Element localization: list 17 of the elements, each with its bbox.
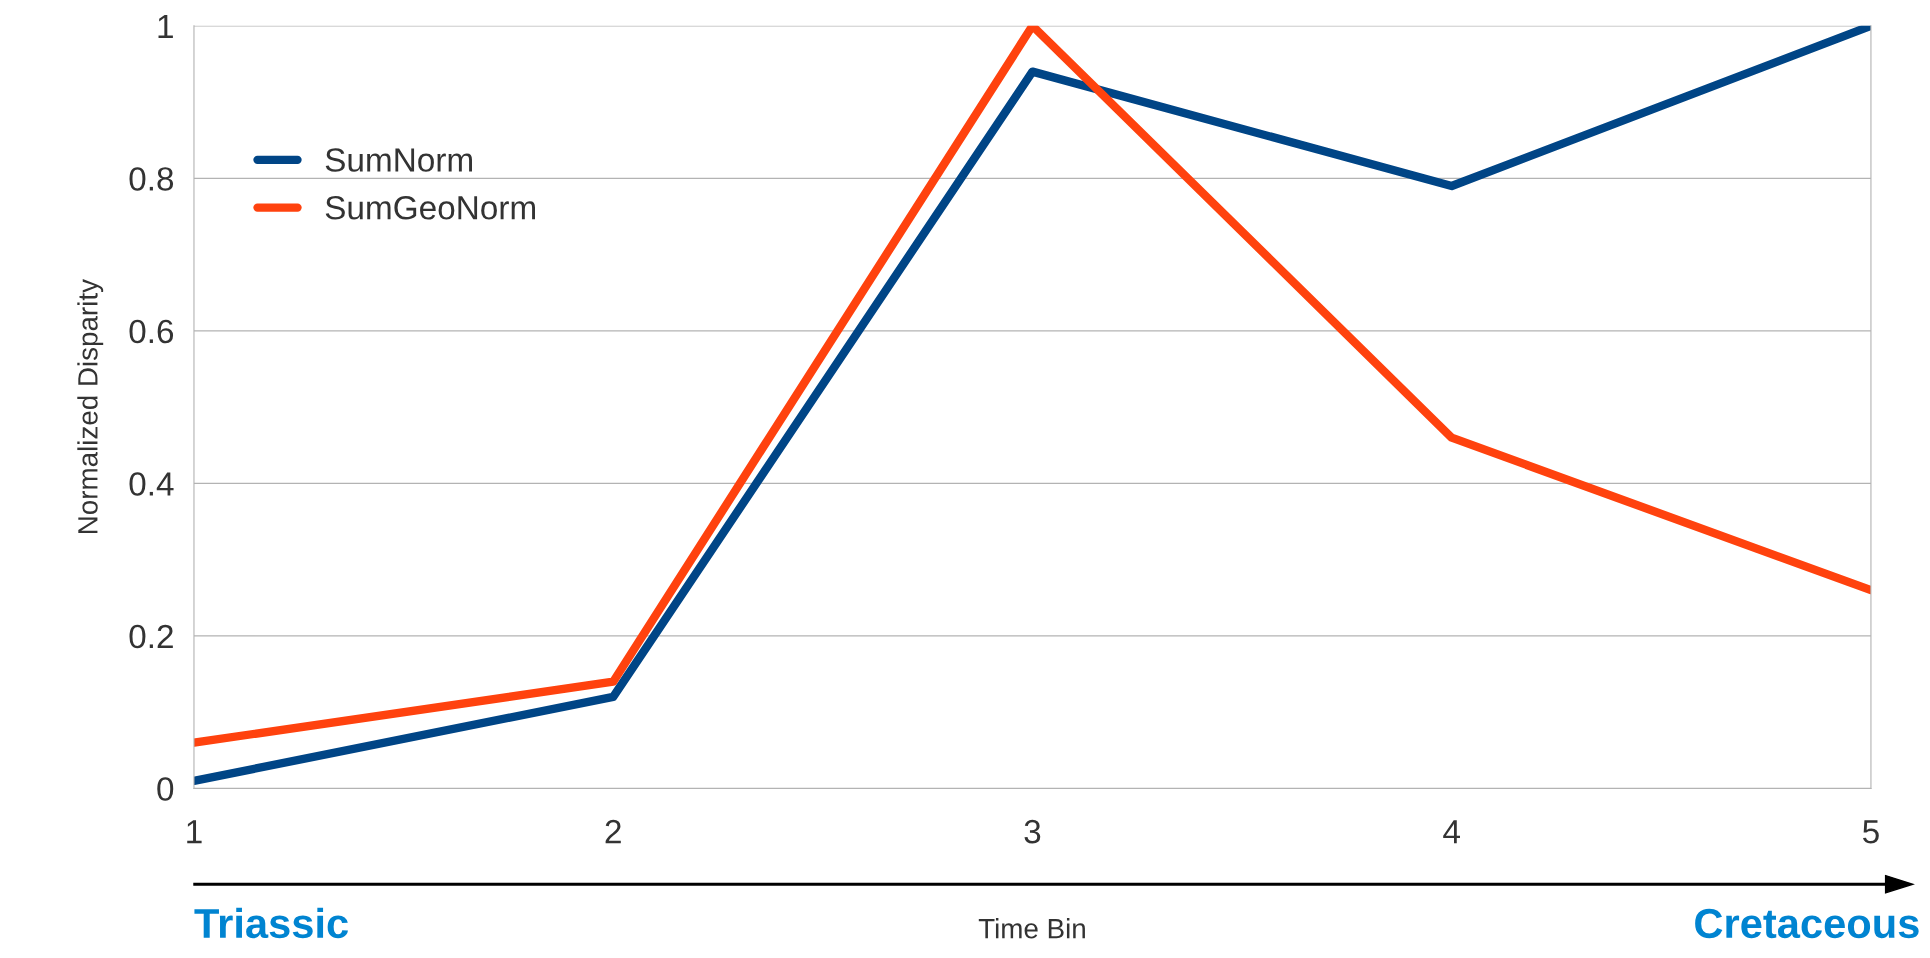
x-tick-label: 3: [1024, 819, 1041, 844]
x-axis-title: Time Bin: [978, 918, 1085, 939]
x-tick-label: 5: [1863, 820, 1879, 844]
x-tick-label: 2: [605, 819, 621, 844]
legend-label: SumGeoNorm: [325, 195, 535, 220]
x-tick-label: 4: [1443, 820, 1460, 844]
text: Triassic: [194, 907, 348, 939]
y-tick-label: 0.4: [129, 472, 174, 496]
y-tick-label: 1: [158, 15, 173, 38]
y-axis-title: Normalized Disparity: [77, 279, 104, 533]
x-tick-label: 1: [187, 820, 202, 844]
text: Cretaceous: [1695, 908, 1919, 939]
y-tick-label: 0.2: [129, 624, 173, 649]
y-tick-label: 0: [157, 777, 174, 801]
y-tick-label: 0.8: [129, 167, 174, 191]
legend-label: SumNorm: [325, 148, 472, 172]
y-tick-label: 0.6: [129, 319, 174, 344]
